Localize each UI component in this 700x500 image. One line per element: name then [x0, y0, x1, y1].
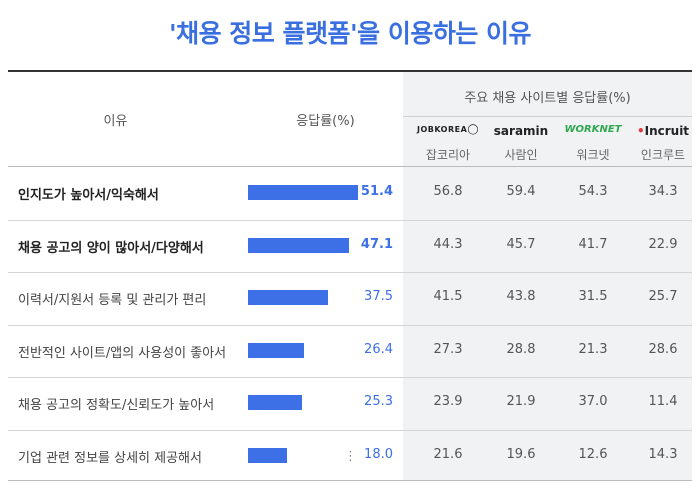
site-rate-value: 31.5: [578, 289, 608, 305]
page-title: '채용 정보 플랫폼'을 이용하는 이유: [168, 19, 532, 48]
reason-label: 인지도가 높아서/익숙해서: [18, 188, 159, 204]
table-top-border: [8, 70, 692, 72]
rate-value-label: 47.1: [360, 236, 393, 252]
site-rate-value: 34.3: [648, 184, 678, 200]
rate-bar: [248, 342, 305, 358]
rate-bar: [248, 237, 349, 253]
row-divider: [8, 324, 692, 326]
rate-value-label: 18.0: [364, 446, 393, 462]
site-rate-value: 12.6: [578, 446, 608, 462]
site-rate-value: 14.3: [648, 446, 678, 462]
site-rate-value: 28.6: [648, 341, 678, 357]
header-bottom-border: [8, 166, 692, 167]
sites-header-divider: [403, 116, 692, 117]
incruit-logo: •Incruit: [636, 124, 690, 138]
site-rate-value: 54.3: [578, 184, 608, 200]
more-rows-indicator: ⋮: [344, 449, 357, 464]
site-rate-value: 44.3: [433, 236, 463, 252]
reason-label: 채용 공고의 양이 많아서/다양해서: [18, 240, 204, 256]
reason-label: 채용 공고의 정확도/신뢰도가 높아서: [18, 398, 215, 414]
site-name-saramin: 사람인: [504, 148, 538, 162]
row-divider: [8, 219, 692, 221]
rate-value-label: 37.5: [364, 289, 393, 305]
sites-column-background: [403, 72, 692, 480]
site-rate-value: 43.8: [506, 289, 536, 305]
site-rate-value: 19.6: [506, 446, 536, 462]
site-rate-value: 22.9: [648, 236, 678, 252]
site-rate-value: 11.4: [648, 394, 678, 410]
header-sites-group: 주요 채용 사이트별 응답률(%): [464, 91, 631, 106]
rate-bar: [248, 395, 303, 411]
site-rate-value: 41.5: [433, 289, 463, 305]
table-bottom-border: [8, 480, 692, 481]
site-rate-value: 21.6: [433, 446, 463, 462]
site-rate-value: 28.8: [506, 341, 536, 357]
site-rate-value: 59.4: [506, 184, 536, 200]
worknet-logo: WORKNET: [564, 124, 622, 135]
reason-label: 기업 관련 정보를 상세히 제공해서: [18, 450, 202, 466]
rate-bar: [248, 290, 329, 306]
site-name-worknet: 워크넷: [576, 148, 610, 162]
response-table: 이유 응답률(%) 주요 채용 사이트별 응답률(%) JOBKOREA◯ sa…: [8, 70, 692, 494]
jobkorea-logo: JOBKOREA◯: [416, 124, 480, 135]
site-rate-value: 37.0: [578, 394, 608, 410]
rate-value-label: 25.3: [364, 394, 393, 410]
row-divider: [8, 377, 692, 378]
rate-bar: [248, 185, 358, 201]
site-name-incruit: 인크루트: [640, 148, 686, 162]
site-rate-value: 21.3: [578, 341, 608, 357]
rate-value-label: 51.4: [360, 184, 393, 200]
rate-value-label: 26.4: [364, 341, 393, 357]
reason-label: 이력서/지원서 등록 및 관리가 편리: [18, 293, 207, 309]
site-rate-value: 56.8: [433, 184, 463, 200]
site-rate-value: 21.9: [506, 394, 536, 410]
site-rate-value: 25.7: [648, 289, 678, 305]
saramin-logo: saramin: [493, 124, 549, 138]
site-rate-value: 45.7: [506, 236, 536, 252]
site-rate-value: 23.9: [433, 394, 463, 410]
header-reason: 이유: [103, 114, 128, 129]
reason-label: 전반적인 사이트/앱의 사용성이 좋아서: [18, 345, 227, 361]
site-rate-value: 41.7: [578, 236, 608, 252]
row-divider: [8, 429, 692, 431]
header-rate: 응답률(%): [296, 114, 355, 129]
site-rate-value: 27.3: [433, 341, 463, 357]
rate-bar: [248, 447, 287, 463]
site-name-jobkorea: 잡코리아: [425, 148, 471, 162]
row-divider: [8, 272, 692, 273]
